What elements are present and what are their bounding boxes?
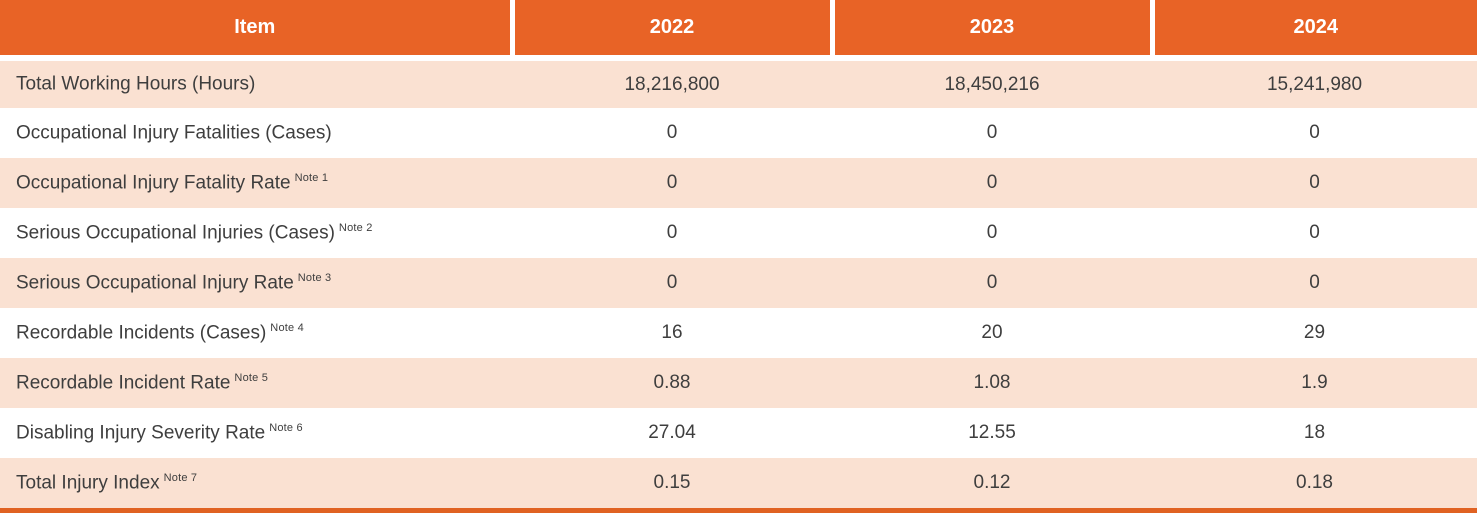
note-superscript: Note 1 [294,171,329,184]
table-row: Total Injury Index Note 7 0.15 0.12 0.18 [0,458,1477,508]
header-2022: 2022 [512,0,835,61]
value-cell-2024: 0 [1152,108,1477,158]
row-label: Serious Occupational Injury Rate [16,272,294,294]
value-cell-2022: 0.15 [512,458,832,508]
row-label-cell: Disabling Injury Severity Rate Note 6 [0,408,512,458]
row-label: Serious Occupational Injuries (Cases) [16,222,335,244]
table-row: Occupational Injury Fatalities (Cases) 0… [0,108,1477,158]
note-superscript: Note 6 [269,421,303,434]
row-label: Recordable Incident Rate [16,372,231,394]
value-cell-2023: 0 [832,108,1152,158]
value-cell-2023: 0 [832,208,1152,258]
value-cell-2023: 18,450,216 [832,58,1152,108]
row-label-cell: Total Working Hours (Hours) [0,58,512,108]
row-label: Occupational Injury Fatality Rate [16,172,291,194]
row-label-cell: Total Injury Index Note 7 [0,458,512,508]
header-2024: 2024 [1152,0,1477,61]
value-cell-2022: 16 [512,308,832,358]
value-cell-2022: 0.88 [512,358,832,408]
table-body: Total Working Hours (Hours) 18,216,800 1… [0,58,1477,508]
note-superscript: Note 4 [270,321,304,334]
value-cell-2024: 29 [1152,308,1477,358]
table-row: Recordable Incident Rate Note 5 0.88 1.08… [0,358,1477,408]
safety-metrics-table: Item 2022 2023 2024 Total Working Hours … [0,0,1477,508]
note-superscript: Note 2 [338,221,373,234]
value-cell-2023: 0.12 [832,458,1152,508]
value-cell-2023: 0 [832,258,1152,308]
value-cell-2022: 0 [512,258,832,308]
value-cell-2024: 15,241,980 [1152,58,1477,108]
row-label: Occupational Injury Fatalities (Cases) [16,122,332,144]
value-cell-2024: 0 [1152,158,1477,208]
table-row: Serious Occupational Injuries (Cases) Not… [0,208,1477,258]
row-label-cell: Serious Occupational Injuries (Cases) Not… [0,208,512,258]
value-cell-2022: 27.04 [512,408,832,458]
note-superscript: Note 7 [163,471,198,484]
value-cell-2022: 18,216,800 [512,58,832,108]
note-superscript: Note 3 [297,271,332,284]
row-label: Recordable Incidents (Cases) [16,322,267,344]
value-cell-2022: 0 [512,158,832,208]
row-label: Disabling Injury Severity Rate [16,422,266,444]
table-row: Occupational Injury Fatality Rate Note 1 … [0,158,1477,208]
note-superscript: Note 5 [234,371,269,384]
table-row: Total Working Hours (Hours) 18,216,800 1… [0,58,1477,108]
value-cell-2023: 20 [832,308,1152,358]
row-label-cell: Serious Occupational Injury Rate Note 3 [0,258,512,308]
value-cell-2022: 0 [512,108,832,158]
row-label-cell: Recordable Incident Rate Note 5 [0,358,512,408]
value-cell-2024: 0.18 [1152,458,1477,508]
row-label: Total Working Hours (Hours) [16,73,256,95]
row-label-cell: Occupational Injury Fatalities (Cases) [0,108,512,158]
table-row: Recordable Incidents (Cases) Note 4 16 20… [0,308,1477,358]
value-cell-2023: 12.55 [832,408,1152,458]
value-cell-2024: 18 [1152,408,1477,458]
table-row: Disabling Injury Severity Rate Note 6 27.… [0,408,1477,458]
header-2023: 2023 [832,0,1155,61]
value-cell-2024: 0 [1152,208,1477,258]
table-header: Item 2022 2023 2024 [0,0,1477,61]
bottom-accent-bar [0,508,1477,513]
header-item: Item [0,0,515,61]
row-label-cell: Occupational Injury Fatality Rate Note 1 [0,158,512,208]
value-cell-2023: 1.08 [832,358,1152,408]
table-row: Serious Occupational Injury Rate Note 3 0… [0,258,1477,308]
value-cell-2023: 0 [832,158,1152,208]
value-cell-2024: 1.9 [1152,358,1477,408]
row-label: Total Injury Index [16,472,160,494]
value-cell-2024: 0 [1152,258,1477,308]
header-row: Item 2022 2023 2024 [0,0,1477,61]
value-cell-2022: 0 [512,208,832,258]
row-label-cell: Recordable Incidents (Cases) Note 4 [0,308,512,358]
